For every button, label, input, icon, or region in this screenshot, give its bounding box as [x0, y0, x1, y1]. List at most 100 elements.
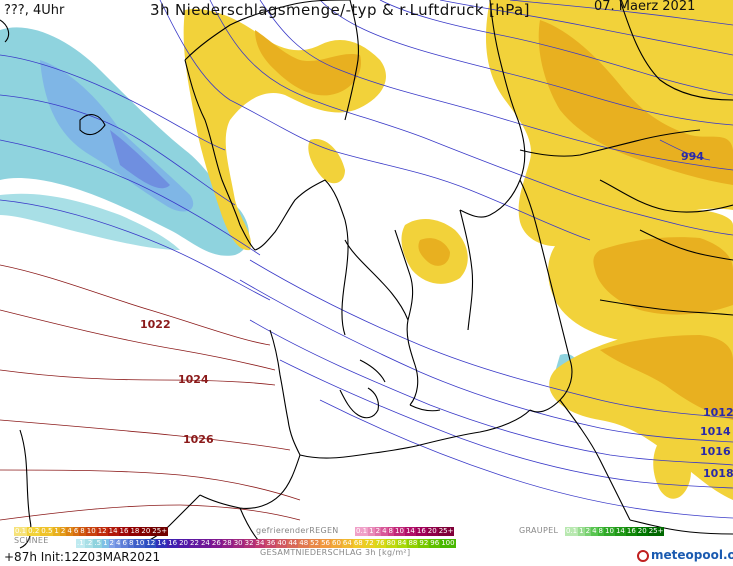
init-time: +87h Init:12Z03MAR2021 [4, 550, 161, 564]
rain-scale-cell-11: 16 [118, 527, 130, 536]
freezing-scale-cell-0: 0.1 [355, 527, 369, 536]
isobar-label-1012: 1012 [703, 406, 733, 419]
meteopool-logo-icon [637, 550, 649, 562]
rain-scale-cell-1: 0.2 [27, 527, 41, 536]
snow-scale-cell-25: 56 [320, 539, 331, 548]
snow-scale-cell-34: 92 [418, 539, 430, 548]
rain-scale-cell-5: 4 [66, 527, 73, 536]
isobar-label-1018: 1018 [703, 467, 733, 480]
freezing-scale-cell-4: 8 [387, 527, 395, 536]
rain-scale-cell-6: 6 [72, 527, 80, 536]
snow-scale-cell-35: 96 [429, 539, 441, 548]
freezing-rain-scale: 0.1 1 2 4 8 10 14 16 20 25+ [355, 527, 455, 536]
snow-scale-cell-26: 60 [331, 539, 342, 548]
snow-scale-cell-4: 2 [108, 539, 115, 548]
isobars-low-pressure [0, 0, 733, 519]
freezing-scale-cell-1: 1 [368, 527, 375, 536]
snow-scale-cell-19: 34 [254, 539, 266, 548]
rain-scale-cell-12: 18 [129, 527, 141, 536]
graupel-scale-cell-7: 16 [625, 527, 637, 536]
snow-scale-cell-8: 10 [134, 539, 146, 548]
snow-precipitation-area [0, 27, 580, 384]
snow-scale-cell-1: .2 [84, 539, 94, 548]
snow-scale-cell-23: 48 [298, 539, 310, 548]
snow-scale-cell-36: 100 [440, 539, 456, 548]
rain-scale-cell-13: 20 [140, 527, 152, 536]
snow-scale-cell-21: 40 [276, 539, 288, 548]
snow-scale-cell-10: 14 [156, 539, 168, 548]
freezing-scale-cell-5: 10 [394, 527, 405, 536]
rain-scale-cell-2: 0.5 [40, 527, 54, 536]
isobar-label-1014: 1014 [700, 425, 731, 438]
graupel-scale: 0.1 1 2 4 8 10 14 16 20 25+ [565, 527, 665, 536]
meteopool-logo: meteopool.org [637, 548, 733, 562]
graupel-scale-cell-6: 14 [614, 527, 626, 536]
snow-scale-cell-0: .1 [76, 539, 85, 548]
isobar-label-1022: 1022 [140, 318, 171, 331]
rain-scale-cell-4: 2 [59, 527, 67, 536]
snow-scale-cell-5: 4 [115, 539, 122, 548]
isobar-label-1024: 1024 [178, 373, 209, 386]
snow-scale-cell-17: 30 [232, 539, 244, 548]
snow-scale-cell-6: 6 [121, 539, 128, 548]
snow-scale-cell-30: 76 [374, 539, 386, 548]
freezing-scale-cell-8: 20 [426, 527, 438, 536]
snow-scale-cell-29: 72 [363, 539, 375, 548]
isobars-high-pressure [0, 264, 301, 521]
graupel-scale-cell-8: 20 [636, 527, 648, 536]
snow-scale-cell-20: 36 [265, 539, 277, 548]
graupel-label: GRAUPEL [519, 526, 559, 535]
snow-scale-cell-16: 28 [221, 539, 233, 548]
snow-scale-cell-14: 24 [199, 539, 211, 548]
graupel-scale-cell-3: 4 [591, 527, 598, 536]
snow-scale-cell-22: 44 [287, 539, 299, 548]
snow-scale-cell-12: 20 [178, 539, 190, 548]
header-left-text: ???, 4Uhr [4, 3, 65, 18]
snow-total-scale: .1.2.5 1 2 4 6 8 10 12 14 16 20 22 24 26 28 30 32 34 36 40 4… [76, 539, 456, 548]
header-date: 07. Maerz 2021 [594, 0, 696, 14]
rain-scale-cell-7: 8 [79, 527, 86, 536]
snow-scale-cell-13: 22 [189, 539, 200, 548]
snow-scale-cell-2: .5 [93, 539, 103, 548]
logo-text: meteopool.org [651, 548, 733, 562]
rain-scale-cell-8: 10 [85, 527, 97, 536]
rain-scale: 0.1 0.2 0.5 1 2 4 6 8 10 12 14 16 18 20 25+ [14, 527, 169, 536]
freezing-rain-label: gefrierenderREGEN [256, 526, 339, 535]
freezing-scale-cell-6: 14 [404, 527, 416, 536]
rain-scale-cell-3: 1 [53, 527, 60, 536]
snow-label: SCHNEE [14, 536, 49, 545]
isobar-label-994: 994 [681, 150, 704, 163]
rain-precipitation-areas [183, 0, 733, 500]
snow-scale-cell-9: 12 [145, 539, 157, 548]
freezing-scale-cell-2: 2 [374, 527, 382, 536]
graupel-scale-cell-0: 0.1 [565, 527, 579, 536]
snow-scale-cell-24: 52 [309, 539, 321, 548]
freezing-scale-cell-9: 25+ [437, 527, 455, 536]
graupel-scale-cell-9: 25+ [647, 527, 665, 536]
rain-scale-cell-10: 14 [107, 527, 119, 536]
freezing-scale-cell-7: 16 [415, 527, 427, 536]
snow-scale-cell-28: 68 [352, 539, 364, 548]
graupel-scale-cell-2: 2 [584, 527, 592, 536]
snow-scale-cell-27: 64 [341, 539, 353, 548]
snow-scale-cell-32: 84 [396, 539, 408, 548]
freezing-scale-cell-3: 4 [381, 527, 388, 536]
snow-scale-cell-3: 1 [102, 539, 109, 548]
graupel-scale-cell-1: 1 [578, 527, 585, 536]
graupel-scale-cell-4: 8 [597, 527, 605, 536]
rain-scale-cell-9: 12 [96, 527, 108, 536]
isobar-label-1016: 1016 [700, 445, 731, 458]
rain-scale-cell-0: 0.1 [14, 527, 28, 536]
snow-scale-cell-15: 26 [210, 539, 222, 548]
snow-scale-cell-33: 88 [407, 539, 419, 548]
snow-scale-cell-18: 32 [243, 539, 255, 548]
snow-scale-cell-31: 80 [385, 539, 397, 548]
total-precip-label: GESAMTNIEDERSCHLAG 3h [kg/m²] [260, 548, 411, 557]
graupel-scale-cell-5: 10 [604, 527, 615, 536]
isobar-label-1026: 1026 [183, 433, 214, 446]
rain-scale-cell-14: 25+ [151, 527, 169, 536]
snow-scale-cell-11: 16 [167, 539, 179, 548]
map-title: 3h Niederschlagsmenge/-typ & r.Luftdruck… [150, 1, 530, 19]
snow-scale-cell-7: 8 [127, 539, 135, 548]
